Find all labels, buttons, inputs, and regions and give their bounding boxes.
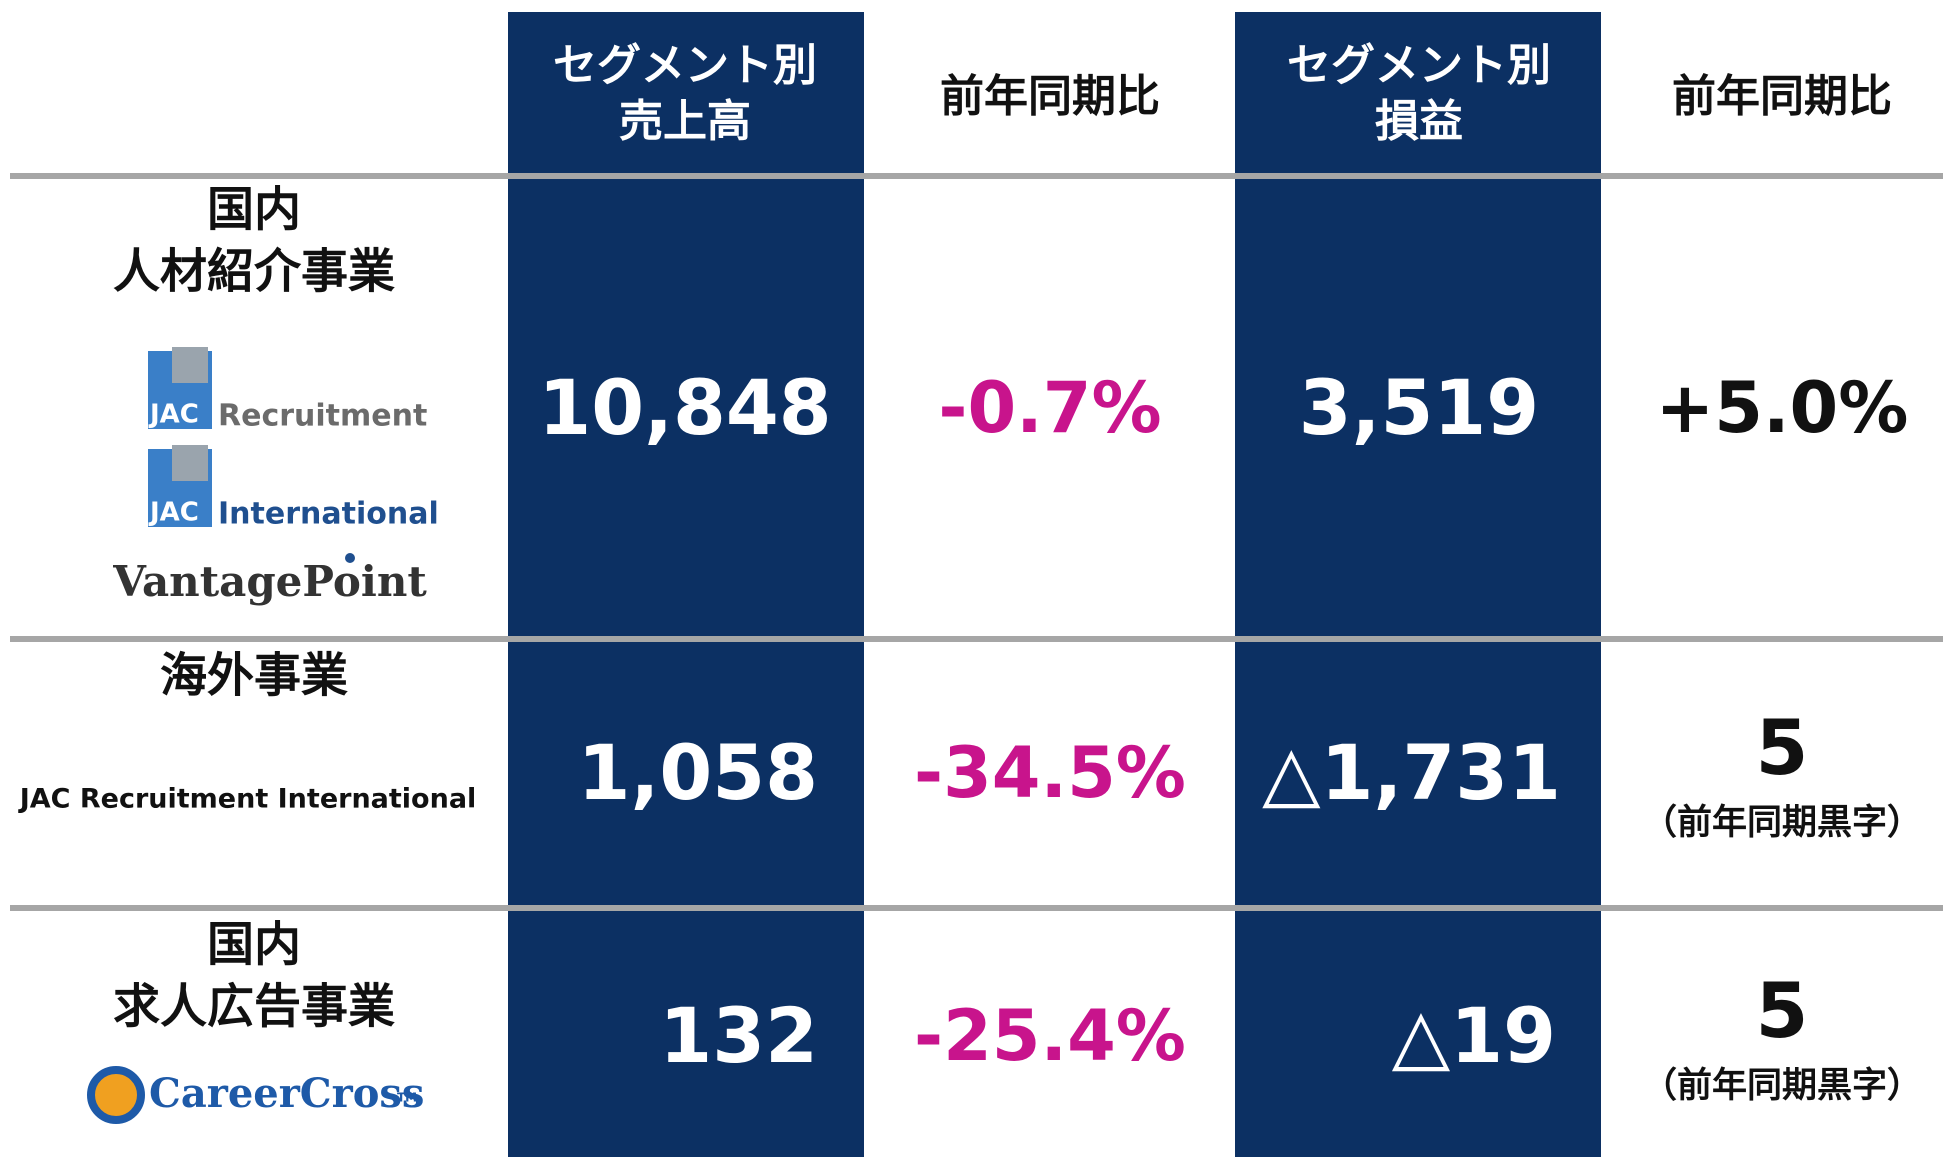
column-header: 前年同期比 xyxy=(1672,71,1892,122)
column-header: セグメント別 xyxy=(1287,40,1551,91)
profit-yoy: 5 xyxy=(1756,703,1809,792)
profit-column-bg xyxy=(1235,12,1601,1157)
segment-subtitle: JAC Recruitment International xyxy=(18,784,477,815)
logo-text: Recruitment xyxy=(218,399,427,434)
logo-puzzle xyxy=(172,445,208,481)
profit-value: △19 xyxy=(1392,991,1556,1080)
logo-mark: JAC xyxy=(148,498,199,528)
profit-value: 3,519 xyxy=(1299,363,1539,452)
logo-text: VantagePoint xyxy=(112,557,427,606)
segment-name: 人材紹介事業 xyxy=(113,245,395,300)
segment-name: 国内 xyxy=(207,918,301,973)
sales-value: 1,058 xyxy=(578,728,818,817)
profit-note: （前年同期黒字） xyxy=(1642,803,1922,843)
sales-yoy: -25.4% xyxy=(914,995,1186,1077)
segment-name: 求人広告事業 xyxy=(113,980,395,1035)
column-header: 損益 xyxy=(1375,96,1463,147)
logo-text: CareerCross xyxy=(149,1070,424,1117)
sales-value: 132 xyxy=(659,991,818,1080)
logo-tm: TM xyxy=(397,1091,417,1105)
profit-yoy: 5 xyxy=(1756,966,1809,1055)
sales-yoy: -34.5% xyxy=(914,732,1186,814)
divider xyxy=(10,905,1943,911)
logo-text: International xyxy=(218,497,439,532)
sales-value: 10,848 xyxy=(538,363,831,452)
segment-name: 国内 xyxy=(207,183,301,238)
divider xyxy=(10,636,1943,642)
divider xyxy=(10,173,1943,179)
sales-column-bg xyxy=(508,12,864,1157)
profit-note: （前年同期黒字） xyxy=(1642,1066,1922,1106)
dividers xyxy=(10,173,1943,911)
logo-dot xyxy=(345,553,355,563)
logo-puzzle xyxy=(172,347,208,383)
column-header: セグメント別 xyxy=(553,40,817,91)
logo-mark: JAC xyxy=(148,400,199,430)
column-header: 売上高 xyxy=(619,96,751,147)
column-header: 前年同期比 xyxy=(940,71,1160,122)
profit-value: △1,731 xyxy=(1262,728,1561,817)
segment-name: 海外事業 xyxy=(160,649,348,704)
profit-yoy: +5.0% xyxy=(1656,367,1909,449)
sales-yoy: -0.7% xyxy=(938,367,1161,449)
logo-circle xyxy=(87,1066,145,1124)
